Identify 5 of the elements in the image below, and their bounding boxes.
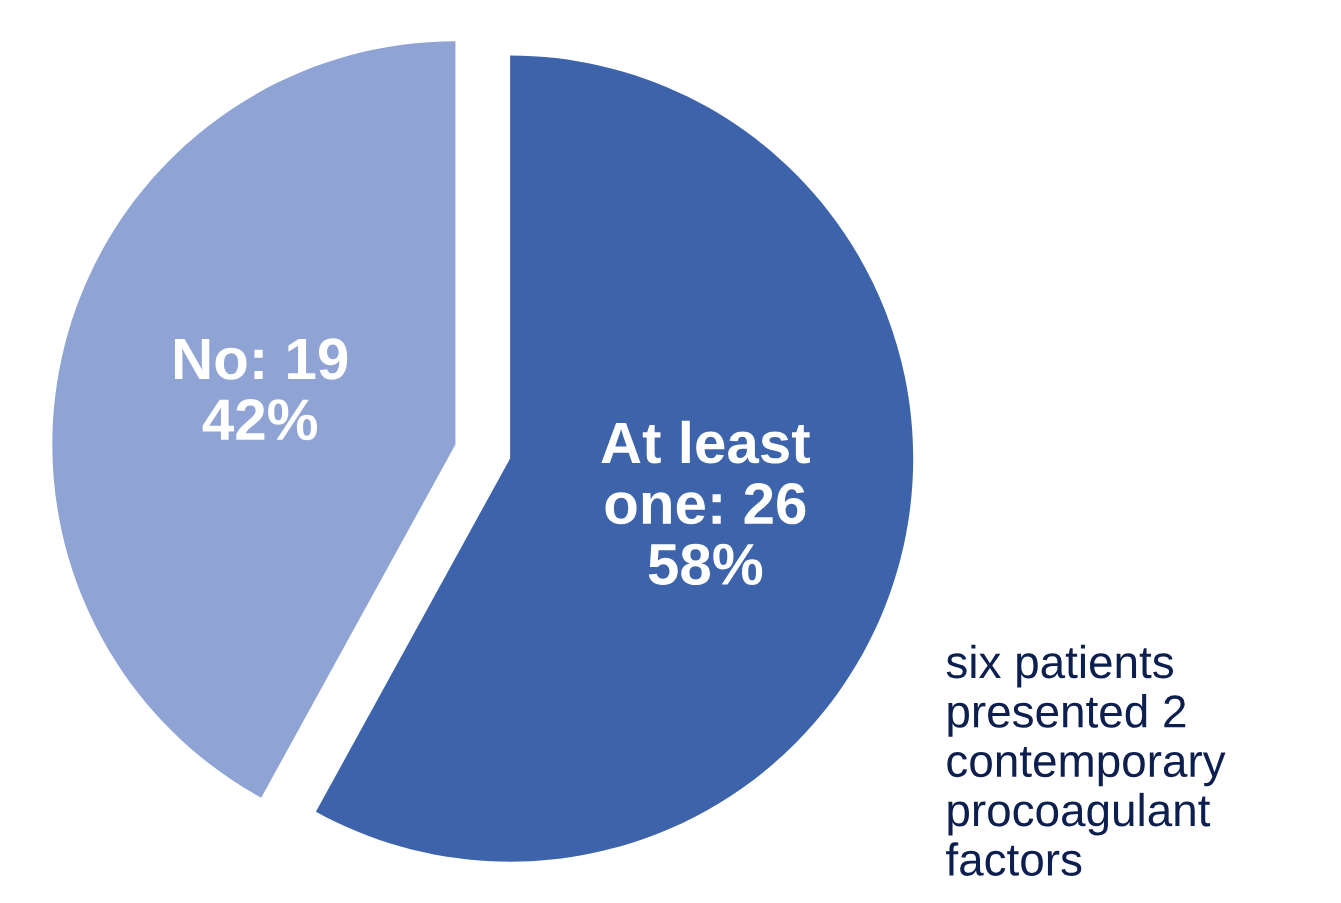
slice-label: No: 19 [174, 338, 348, 380]
data-label: 42% [202, 399, 318, 441]
data-label: 58% [648, 543, 763, 586]
text: six patients presented 2 contemporary procoagulant factors [946, 644, 1226, 876]
slice-label: At least one: 26 [601, 420, 810, 525]
